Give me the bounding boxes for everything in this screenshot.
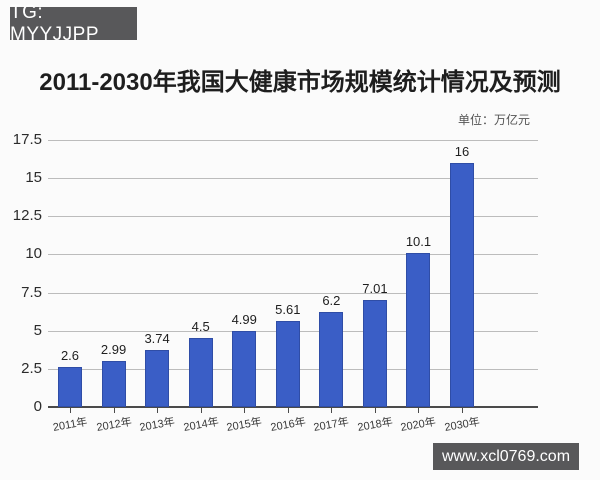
bar-2030年: [450, 162, 475, 407]
x-axis-tick: [374, 407, 376, 413]
x-axis-tick: [287, 407, 289, 413]
bar-value-label: 5.61: [275, 302, 301, 318]
y-tick-label: 5: [33, 321, 42, 339]
x-axis-tick: [462, 407, 464, 413]
bar-value-label: 4.5: [191, 319, 210, 335]
bar-2020年: [406, 252, 431, 407]
bar-value-label: 4.99: [231, 311, 257, 327]
y-tick-label: 10: [25, 245, 42, 263]
y-tick-label: 0: [33, 398, 42, 415]
bar-value-label: 10.1: [405, 233, 432, 249]
x-axis-tick: [200, 407, 202, 413]
bar-value-label: 16: [454, 143, 470, 159]
bar-value-label: 2.6: [60, 348, 80, 364]
x-axis-tick: [418, 407, 420, 413]
x-axis-tick: [113, 407, 115, 413]
y-tick-label: 17.5: [12, 131, 42, 148]
watermark-top-badge: TG: MYYJJPP: [10, 2, 137, 45]
bar-2015年: [232, 330, 257, 407]
bar-2012年: [101, 361, 126, 407]
y-tick-label: 7.5: [21, 283, 42, 301]
bar-value-label: 2.99: [100, 342, 127, 358]
bar-2013年: [145, 349, 170, 407]
y-tick-label: 2.5: [21, 359, 42, 377]
x-axis-tick: [157, 407, 159, 413]
x-axis-line: [48, 406, 538, 408]
bar-chart-plot-area: 0 2.5 5 7.5 10 12.5 15 17.5 2.6 2011年 2.99 2012年 3.7…: [13, 131, 538, 434]
bar-2017年: [319, 312, 344, 407]
bar-value-label: 7.01: [362, 281, 388, 297]
chart-title: 2011-2030年我国大健康市场规模统计情况及预测: [39, 69, 561, 96]
bar-value-label: 6.2: [322, 293, 341, 309]
y-tick-label: 12.5: [12, 207, 42, 225]
bar-2014年: [188, 338, 213, 407]
bar-2018年: [362, 300, 387, 407]
x-axis-tick: [244, 407, 246, 413]
bar-value-label: 3.74: [144, 330, 170, 346]
y-gridline: [48, 216, 538, 218]
bar-2016年: [275, 321, 300, 407]
bar-2011年: [58, 367, 82, 407]
y-gridline: [48, 178, 538, 180]
x-axis-tick: [70, 407, 71, 413]
watermark-bottom-badge: www.xcl0769.com: [433, 443, 579, 470]
x-axis-tick: [331, 407, 333, 413]
y-gridline: [48, 140, 538, 141]
unit-label: 单位：万亿元: [457, 113, 530, 127]
y-gridline: [48, 292, 538, 294]
y-gridline: [48, 254, 538, 256]
y-tick-label: 15: [25, 169, 42, 187]
